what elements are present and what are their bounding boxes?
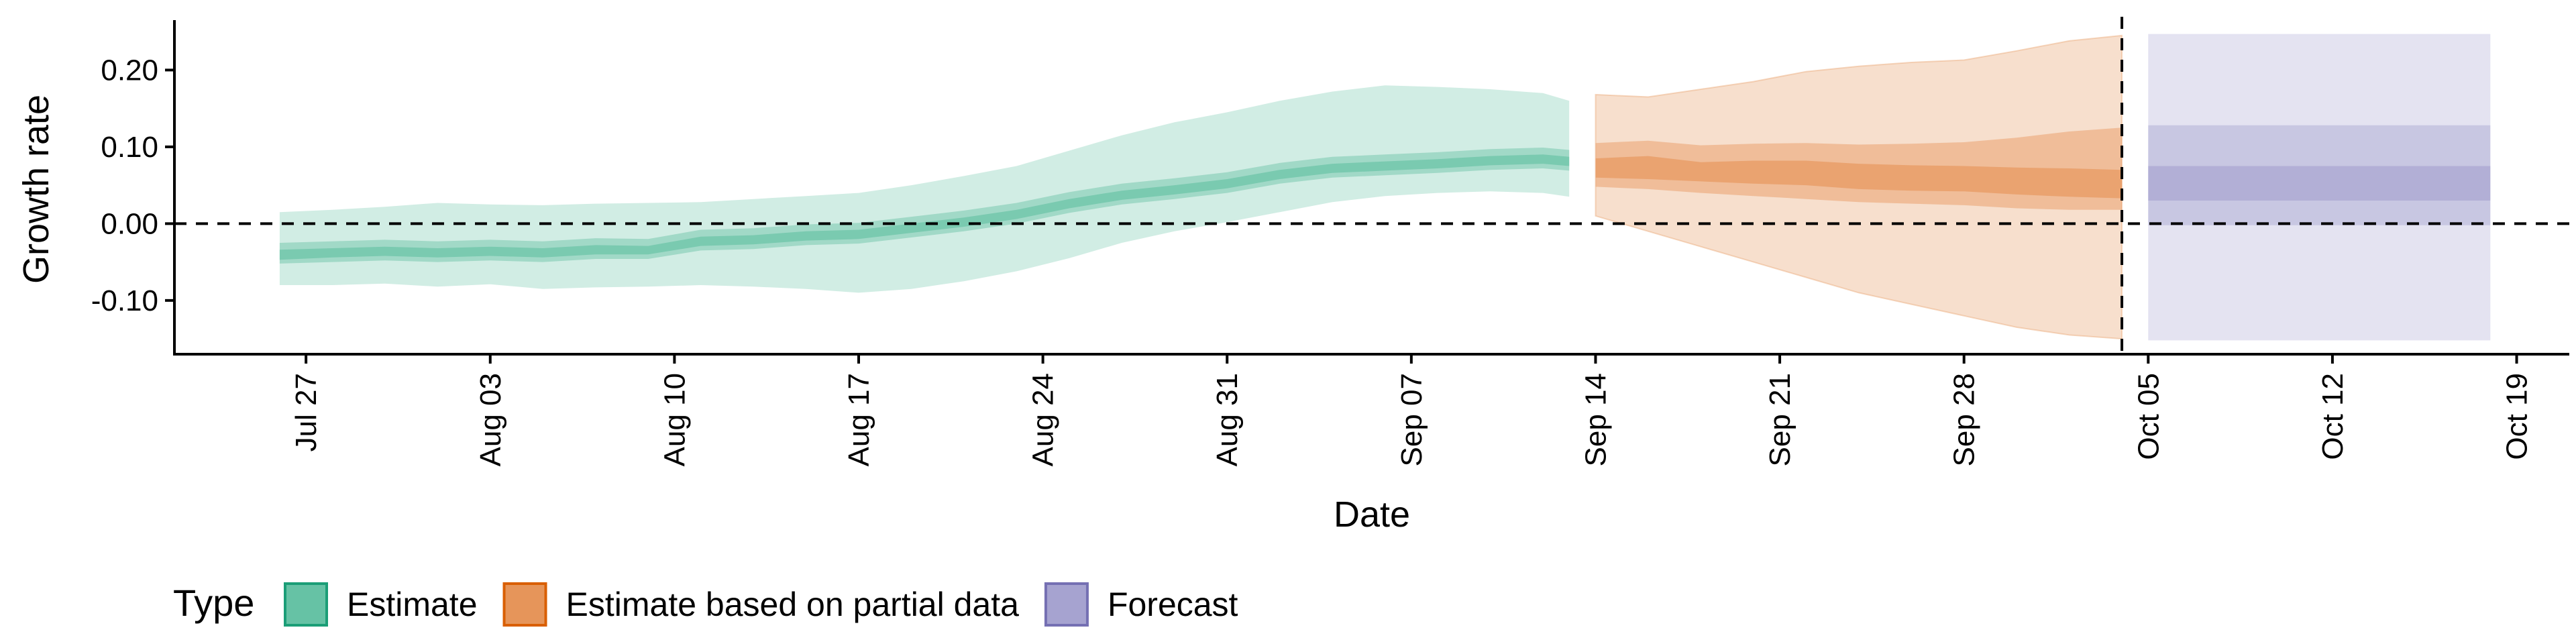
y-tick-label: 0.10 [101,131,158,164]
x-tick-label: Aug 24 [1027,373,1060,466]
x-tick-label: Jul 27 [290,373,323,451]
legend-label: Forecast [1108,586,1238,623]
forecast-band-20 [2148,166,2491,201]
x-tick-label: Sep 14 [1580,373,1613,466]
x-tick-label: Aug 17 [843,373,875,466]
x-tick-label: Aug 10 [658,373,691,466]
legend-title: Type [173,582,254,624]
x-tick-label: Oct 12 [2316,373,2349,460]
x-tick-label: Oct 19 [2501,373,2534,460]
estimate-based-on-partial-data-band-20 [1595,156,2123,199]
x-tick-label: Sep 07 [1395,373,1428,466]
x-axis-title: Date [1334,494,1410,535]
x-tick-label: Aug 03 [474,373,507,466]
y-tick-label: 0.00 [101,207,158,240]
legend: Type Estimate Estimate based on partial d… [173,582,1238,627]
legend-key [284,582,328,627]
x-tick-label: Sep 21 [1764,373,1796,466]
y-axis-title: Growth rate [16,95,56,284]
series-estimate [279,85,1570,293]
estimate-band-90 [279,85,1570,293]
legend-entry-forecast: Forecast [1044,582,1238,627]
axes: -0.10 0.00 0.10 0.20 Jul 27 Aug 03 Aug 10 Aug 1… [91,20,2569,466]
legend-key [502,582,547,627]
series-forecast [2148,34,2491,341]
y-tick-label: 0.20 [101,54,158,87]
plot-area [174,17,2569,354]
legend-entry-estimate-based-on-partial-data: Estimate based on partial data [502,582,1020,627]
y-tick-label: -0.10 [91,284,158,317]
x-tick-label: Sep 28 [1948,373,1981,466]
legend-label: Estimate based on partial data [566,586,1020,623]
x-tick-label: Aug 31 [1211,373,1244,466]
series-estimate-based-on-partial-data [1595,34,2123,340]
legend-key [1044,582,1089,627]
legend-label: Estimate [347,586,478,623]
legend-entry-estimate: Estimate [284,582,478,627]
estimate-band-20 [279,154,1570,260]
x-tick-label: Oct 05 [2132,373,2165,460]
